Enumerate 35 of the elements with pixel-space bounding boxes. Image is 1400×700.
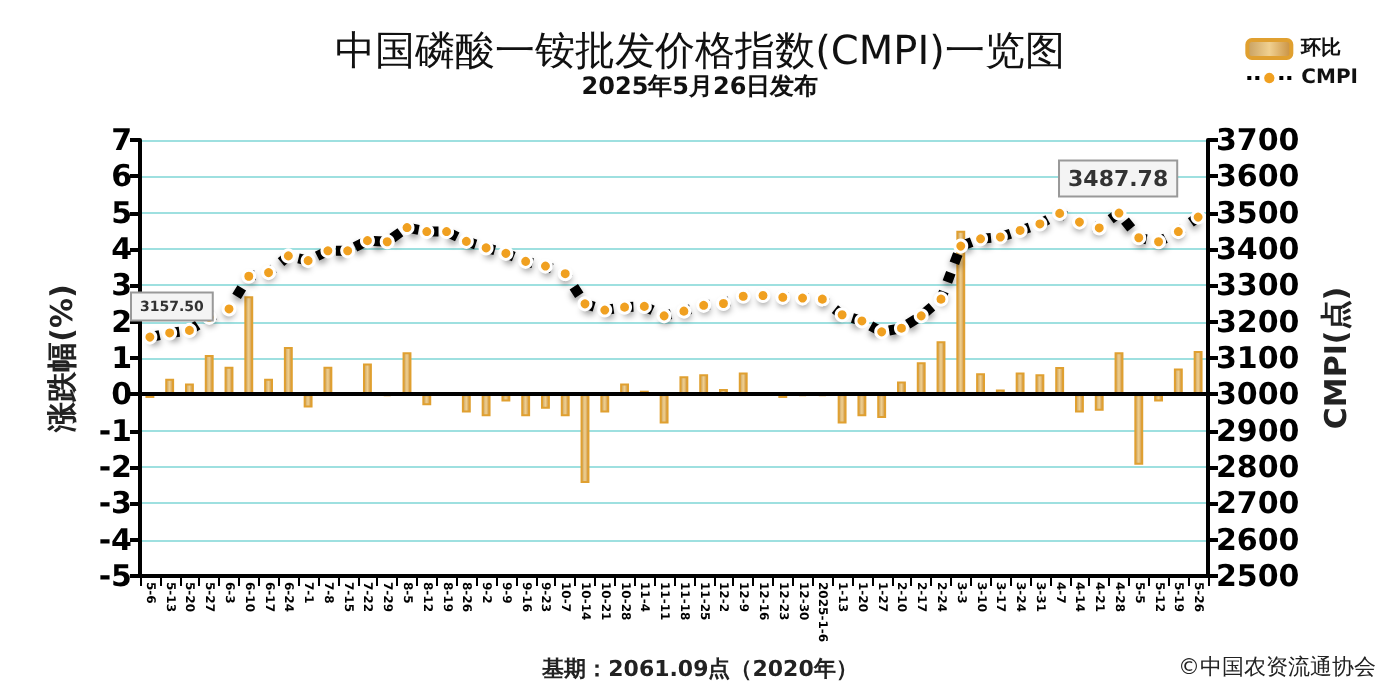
text: ©中国农资流通协会 (1178, 654, 1376, 680)
y2-tick-label: 3600 (1216, 158, 1300, 195)
legend-label: CMPI (1301, 67, 1359, 89)
y-tick-label: 6 (111, 158, 132, 195)
y2-tick-label: 3300 (1216, 267, 1300, 304)
y-tick-label: -5 (98, 558, 132, 594)
y-tick-label: 7 (111, 122, 132, 158)
y-tick-label: -1 (98, 412, 132, 449)
y2-tick-label: 3400 (1216, 231, 1300, 267)
y2-tick-label: 2500 (1216, 558, 1300, 594)
y-tick-label: 5 (111, 194, 132, 231)
text: 基期：2061.09点（2020年） (540, 656, 858, 682)
y-tick-label: 1 (111, 340, 132, 376)
y2-tick-label: 3500 (1216, 194, 1300, 231)
y-tick-label: 2 (111, 303, 132, 340)
y2-tick-label: 2700 (1216, 485, 1300, 522)
chart-title: 中国磷酸一铵批发价格指数(CMPI)一览图 (335, 26, 1065, 74)
y2-tick-label: 3200 (1216, 303, 1300, 340)
y-tick-label: 0 (111, 376, 132, 413)
y-axis-title: 涨跌幅(%) (43, 284, 80, 434)
y2-tick-label: 3700 (1216, 122, 1300, 158)
y2-tick-label: 3000 (1216, 376, 1300, 413)
chart-subtitle: 2025年5月26日发布 (581, 72, 819, 100)
y2-axis-title: CMPI(点) (1318, 286, 1355, 430)
y-tick-label: 4 (111, 231, 132, 267)
y-tick-label: -4 (98, 521, 132, 558)
y-tick-label: -3 (98, 485, 132, 522)
y2-tick-label: 3100 (1216, 340, 1300, 376)
y2-tick-label: 2900 (1216, 412, 1300, 449)
y-tick-label: 3 (111, 267, 132, 304)
y-tick-label: -2 (98, 449, 132, 485)
data-label: 3487.78 (1068, 165, 1169, 192)
y2-tick-label: 2600 (1216, 521, 1300, 558)
legend-label: 环比 (1299, 36, 1342, 60)
y2-tick-label: 2800 (1216, 449, 1300, 485)
